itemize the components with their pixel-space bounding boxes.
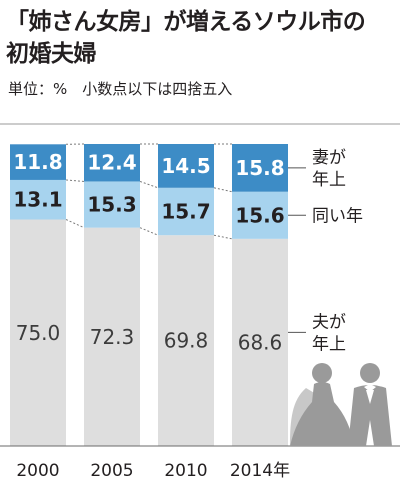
chart-title-line-1: 「姉さん女房」が増えるソウル市の [6, 9, 366, 35]
bar-segment-husband-older-3 [158, 235, 214, 446]
bar-segment-wife-older-1 [10, 144, 66, 180]
value-label-wife-older-2: 12.4 [87, 151, 136, 175]
bar-segment-same-age-2 [84, 181, 140, 228]
legend-label-husband_older-line-2: 年上 [312, 334, 346, 354]
bar-segment-same-age-1 [10, 179, 66, 220]
x-tick-label-1: 2000 [16, 461, 59, 481]
segment-labels: 75.0 13.1 11.8 72.3 15.3 12.4 69.8 15.7 14.5 68.6… [13, 150, 284, 354]
connector-2-2 [139, 180, 159, 189]
value-label-same-age-2: 15.3 [87, 193, 136, 217]
bar-segment-husband-older-2 [84, 227, 140, 446]
bar-group [10, 144, 288, 446]
value-label-same-age-4: 15.6 [235, 203, 284, 227]
legend-label-husband_older-line-1: 夫が [312, 312, 346, 332]
connector-2-1 [139, 227, 159, 236]
x-tick-label-4: 2014年 [230, 461, 290, 481]
bar-segment-husband-older-4 [232, 238, 288, 446]
value-label-same-age-3: 15.7 [161, 199, 210, 223]
bar-segment-same-age-4 [232, 191, 288, 239]
connector-3-2 [213, 187, 233, 193]
connector-1-2 [65, 179, 85, 182]
connector-lines [65, 143, 233, 240]
value-label-husband-older-4: 68.6 [238, 330, 283, 354]
value-label-same-age-1: 13.1 [13, 188, 62, 212]
x-tick-label-2: 2005 [90, 461, 133, 481]
bar-segment-same-age-3 [158, 187, 214, 236]
bar-segment-husband-older-1 [10, 219, 66, 446]
legend-label-wife_older-line-2: 年上 [312, 170, 346, 190]
connector-3-1 [213, 234, 233, 240]
value-label-husband-older-3: 69.8 [164, 329, 209, 353]
bar-segment-wife-older-3 [158, 144, 214, 188]
chart-title-line-2: 初婚夫婦 [6, 41, 97, 67]
x-tick-label-3: 2010 [164, 461, 207, 481]
unit-note: 単位：% 小数点以下は四捨五入 [8, 80, 233, 98]
legend-label-same_age-line-1: 同い年 [312, 206, 363, 226]
value-label-wife-older-1: 11.8 [13, 150, 62, 174]
legend-label-wife_older-line-1: 妻が [312, 148, 346, 168]
value-label-husband-older-2: 72.3 [90, 325, 135, 349]
x-axis-labels: 2000 2005 2010 2014年 [16, 461, 290, 481]
value-label-wife-older-3: 14.5 [161, 154, 210, 178]
bar-segment-wife-older-4 [232, 144, 288, 192]
connector-1-1 [65, 219, 85, 229]
value-label-husband-older-1: 75.0 [16, 321, 61, 345]
value-label-wife-older-4: 15.8 [235, 156, 284, 180]
bride-and-groom-silhouette-icon [290, 363, 392, 446]
bar-segment-wife-older-2 [84, 144, 140, 182]
